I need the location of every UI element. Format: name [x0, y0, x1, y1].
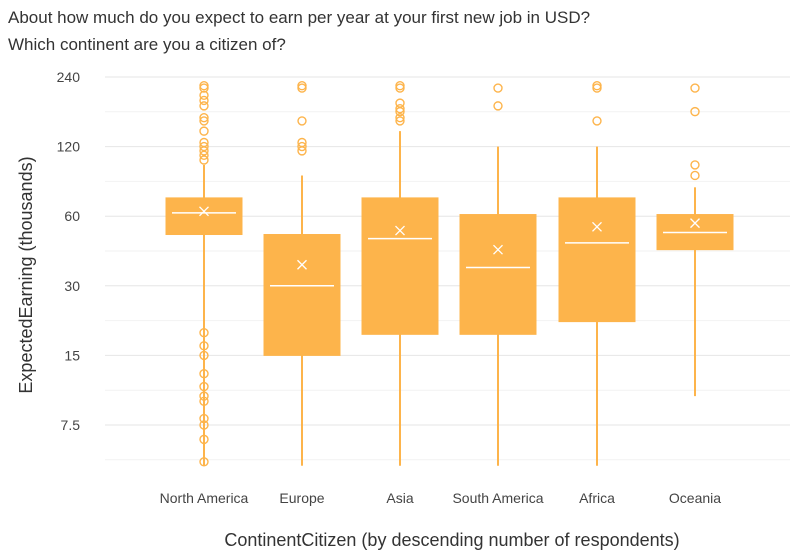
y-tick-label: 7.5	[61, 417, 81, 433]
x-tick-label: Oceania	[669, 490, 721, 506]
mean-marker	[592, 221, 602, 232]
outlier-point	[199, 116, 209, 126]
chart-title-block: About how much do you expect to earn per…	[8, 4, 590, 58]
outlier-point	[199, 137, 209, 148]
outlier-point	[199, 369, 209, 379]
outlier-point	[297, 116, 307, 126]
x-tick-label: South America	[452, 490, 543, 506]
outlier-point	[199, 141, 209, 152]
mean-marker	[199, 206, 209, 217]
outlier-point	[199, 350, 209, 361]
mean-marker	[493, 244, 503, 255]
y-tick-label: 30	[64, 278, 80, 294]
outlier-point	[690, 106, 700, 117]
box-oceania	[656, 83, 734, 397]
outlier-point	[690, 160, 700, 170]
y-tick-label: 120	[57, 139, 81, 155]
chart-title: About how much do you expect to earn per…	[8, 8, 591, 27]
outlier-point	[199, 381, 209, 392]
outlier-point	[297, 81, 307, 91]
outlier-point	[690, 170, 700, 181]
box-africa	[558, 81, 636, 466]
outlier-point	[297, 137, 307, 148]
box-north-america	[165, 81, 243, 467]
x-tick-label: Europe	[279, 490, 324, 506]
mean-marker	[690, 218, 700, 229]
box-series	[165, 81, 734, 467]
outlier-point	[395, 104, 405, 114]
x-axis-ticks: North America Europe Asia South America Afri…	[160, 490, 722, 506]
outlier-point	[199, 101, 209, 111]
box-europe	[263, 81, 341, 466]
iqr-box	[459, 214, 537, 335]
y-tick-label: 60	[64, 208, 80, 224]
outlier-point	[199, 341, 209, 351]
outlier-point	[199, 150, 209, 161]
x-tick-label: Asia	[386, 490, 413, 506]
box-asia	[361, 81, 439, 466]
outlier-point	[199, 391, 209, 401]
outlier-point	[199, 90, 209, 101]
y-axis-ticks: 7.5 15 30 60 120 240	[57, 69, 81, 433]
outlier-point	[199, 126, 209, 136]
outlier-point	[395, 81, 405, 91]
outlier-point	[395, 113, 405, 123]
box-south-america	[459, 83, 537, 466]
outlier-point	[592, 81, 602, 91]
mean-marker	[395, 225, 405, 236]
outlier-point	[493, 83, 503, 93]
x-tick-label: North America	[160, 490, 249, 506]
outlier-point	[493, 101, 503, 111]
outlier-point	[199, 413, 209, 424]
x-axis-title: ContinentCitizen (by descending number o…	[224, 530, 679, 550]
outlier-point	[690, 83, 700, 93]
y-tick-label: 240	[57, 69, 81, 85]
y-axis-title: ExpectedEarning (thousands)	[16, 156, 36, 393]
x-tick-label: Africa	[579, 490, 615, 506]
outlier-point	[395, 116, 405, 126]
outlier-point	[199, 396, 209, 406]
outlier-point	[199, 81, 209, 91]
iqr-box	[165, 197, 243, 236]
outlier-point	[199, 420, 209, 430]
outlier-point	[199, 155, 209, 165]
y-tick-label: 15	[64, 347, 80, 363]
outlier-point	[199, 113, 209, 123]
outlier-point	[592, 116, 602, 126]
iqr-box	[361, 197, 439, 335]
mean-marker	[297, 259, 307, 270]
chart-subtitle: Which continent are you a citizen of?	[8, 35, 286, 54]
iqr-box	[263, 234, 341, 356]
outlier-point	[199, 457, 209, 467]
outlier-point	[199, 328, 209, 338]
outlier-point	[199, 95, 209, 106]
outlier-point	[297, 141, 307, 152]
iqr-box	[558, 197, 636, 323]
outlier-point	[199, 434, 209, 445]
outlier-point	[395, 98, 405, 108]
